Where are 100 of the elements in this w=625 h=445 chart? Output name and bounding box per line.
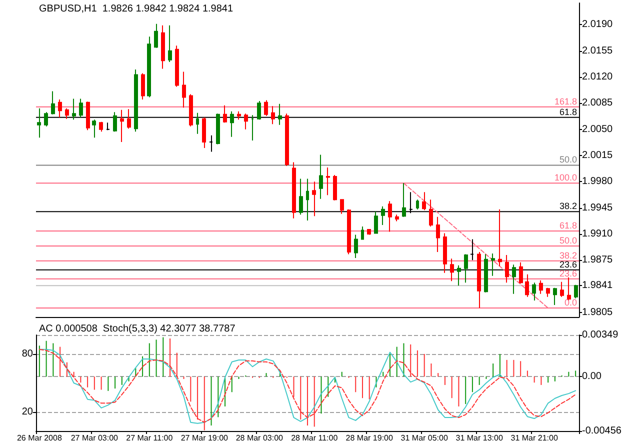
y-tick-label: 2.0015 [582,150,614,162]
candlestick [354,234,358,258]
annotation: 0.0 [564,298,578,308]
candlestick [113,112,117,132]
annotation: 50.0 [559,154,578,165]
candlestick [429,199,433,228]
candlestick [285,113,289,166]
candlestick [312,181,316,217]
candlestick [525,274,529,298]
annotation: 61.8 [559,220,578,231]
candlestick [37,108,41,138]
candlestick [106,122,110,131]
candlestick [546,287,550,298]
candlestick [470,238,474,261]
candlestick [202,116,206,149]
annotation: 61.8 [559,106,578,117]
chart-title: GBPUSD,H1 1.9826 1.9842 1.9824 1.9841 [39,4,234,14]
candlestick [278,103,282,126]
candlestick [244,113,248,130]
candlestick [237,110,241,120]
candlestick [560,281,564,298]
candlestick [532,282,536,302]
candlestick [134,69,138,132]
annotation: 100.0 [554,172,578,183]
y-tick-label: 1.9910 [582,228,614,240]
candlestick [196,112,199,134]
candlestick [457,264,461,286]
candlestick [519,262,523,284]
candlestick [257,100,261,120]
candlestick [44,112,48,127]
candlestick [388,200,392,232]
candlestick [147,36,151,98]
x-tick-label: 28 Mar 11:00 [291,434,338,442]
candlestick [86,101,90,131]
y-tick-label: 1.9980 [582,176,614,188]
candlestick [512,264,516,294]
candlestick [230,110,234,138]
candlestick [51,90,55,115]
x-tick-label: 31 Mar 13:00 [456,434,504,442]
y-tick-label: 1.9945 [582,202,614,214]
y-tick-label: 2.0190 [582,19,614,30]
candlestick [450,258,454,282]
candlestick [539,280,543,294]
candlestick [127,108,131,130]
chart-title: AC 0.000508 Stoch(5,3,3) 42.3077 38.7787 [39,324,236,334]
y-tick-label: 2.0050 [582,124,614,135]
x-tick-label: 28 Mar 03:00 [236,434,284,442]
y-tick-label: 1.9805 [582,307,614,318]
x-tick-label: 27 Mar 11:00 [126,434,174,442]
candlestick [182,71,186,108]
annotation: 161.8 [554,96,578,106]
candlestick [361,226,364,240]
y-tick-label: 1.9875 [582,254,614,266]
candlestick [264,100,268,116]
annotation: 50.0 [559,235,578,246]
candlestick [72,98,76,120]
annotation: 23.6 [559,268,578,278]
candlestick [436,216,440,252]
y-tick-label: 0.00349 [582,330,619,340]
y2-tick-label: 80 [22,348,34,360]
candlestick [154,23,158,48]
x-tick-label: 31 Mar 21:00 [510,434,558,442]
candlestick [271,106,275,125]
candlestick [416,199,419,210]
candlestick [464,254,468,284]
candlestick [367,229,371,236]
annotation: 38.2 [559,201,578,212]
x-tick-label: 31 Mar 05:00 [400,434,448,442]
candlestick [395,214,399,222]
candlestick [223,104,227,124]
candlestick [306,178,309,222]
candlestick [505,254,509,284]
x-tick-label: 27 Mar 03:00 [70,434,119,442]
candlestick [553,287,557,306]
candlestick [374,211,378,234]
y-tick-label: 2.0120 [582,72,614,83]
y-tick-label: -0.00456 [582,426,622,436]
candlestick [292,162,296,219]
x-tick-label: 27 Mar 19:00 [180,434,229,442]
candlestick [79,98,83,118]
annotation: 38.2 [559,250,578,260]
candlestick [333,174,337,201]
candlestick [422,192,426,211]
candlestick [189,94,193,127]
annotation: 23.6 [559,259,578,270]
candlestick [92,119,96,138]
y-tick-label: 2.0085 [582,98,614,109]
candlestick [58,98,62,118]
candlestick [574,284,578,299]
candlestick [326,166,330,196]
candlestick [251,114,254,142]
x-tick-label: 26 Mar 2008 [16,434,62,442]
y-tick-label: 0.00 [582,371,602,382]
candlestick [168,24,172,63]
candlestick [209,134,213,152]
candlestick [120,109,124,143]
candlestick [484,254,488,293]
candlestick [65,108,69,120]
x-tick-label: 28 Mar 19:00 [346,434,394,442]
candlestick [347,208,351,255]
